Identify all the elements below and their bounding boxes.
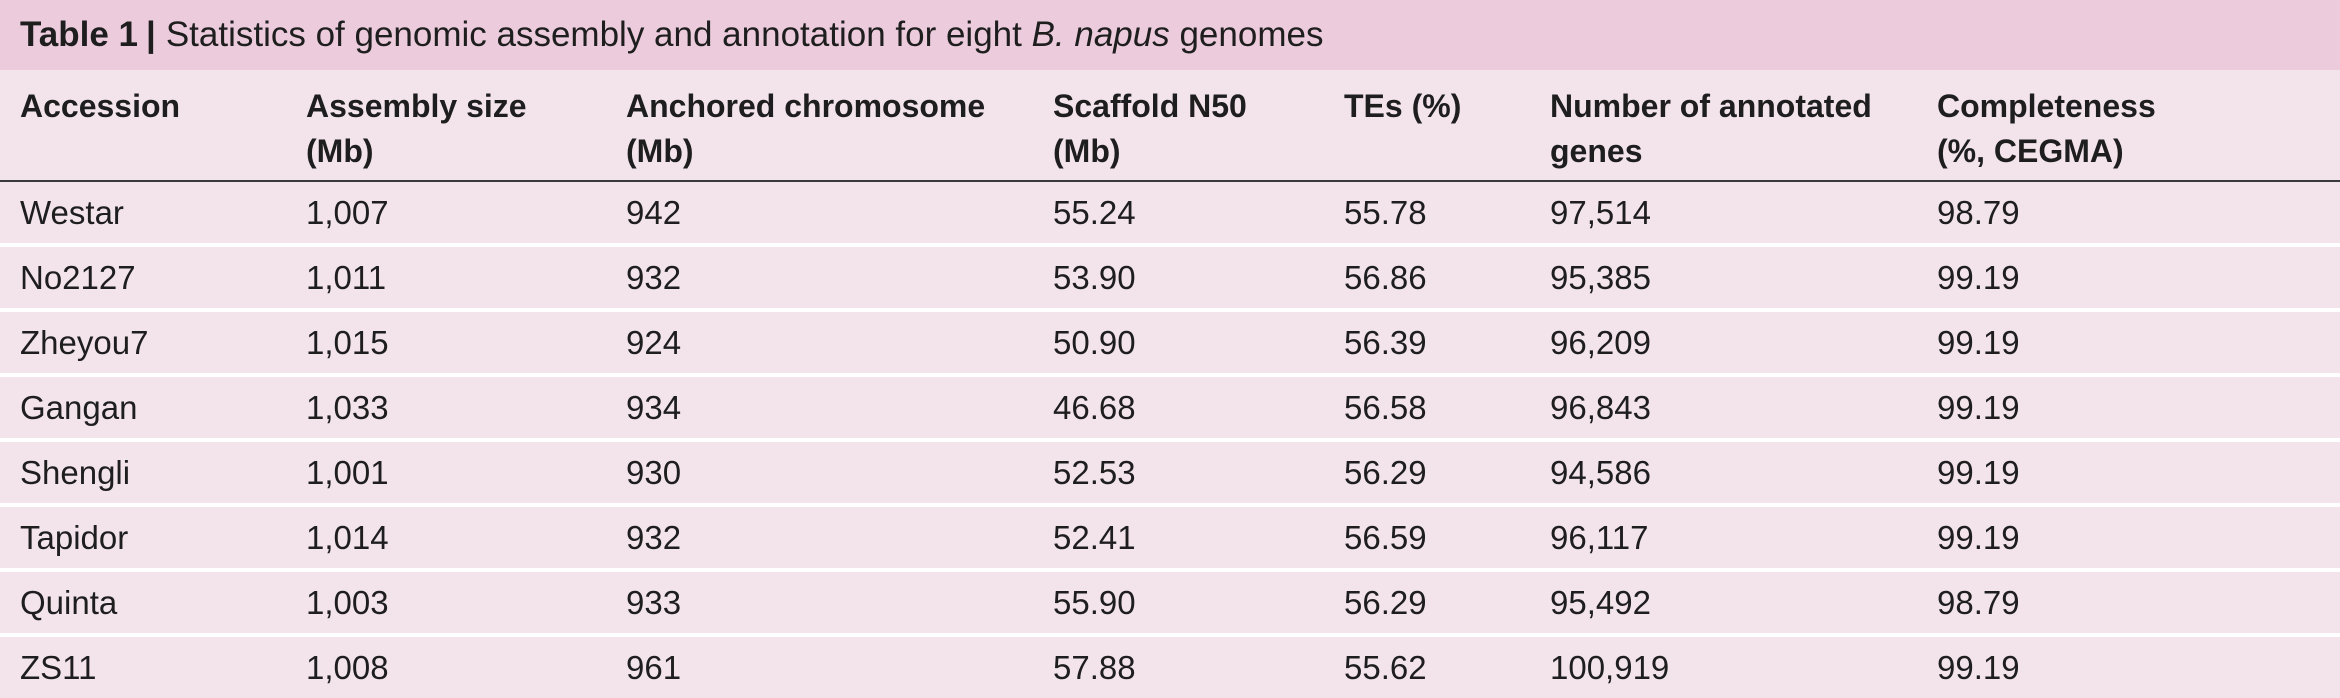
header-line: Assembly size (306, 88, 527, 124)
cell-annotated-genes: 100,919 (1550, 649, 1670, 686)
cell-accession: No2127 (20, 259, 136, 296)
cell-scaffold-n50: 53.90 (1053, 259, 1136, 296)
header-line: (%, CEGMA) (1937, 133, 2124, 169)
cell-completeness: 99.19 (1937, 324, 2020, 361)
cell-tes: 55.62 (1344, 649, 1427, 686)
header-line: (Mb) (626, 133, 694, 169)
cell-annotated-genes: 95,385 (1550, 259, 1651, 296)
caption-species: B. napus (1031, 15, 1170, 54)
cell-scaffold-n50: 52.53 (1053, 454, 1136, 491)
row-separator (0, 503, 2340, 507)
cell-accession: Tapidor (20, 519, 129, 556)
row-separator (0, 568, 2340, 572)
header-line: Anchored chromosome (626, 88, 986, 124)
cell-scaffold-n50: 55.24 (1053, 194, 1136, 231)
row-separator (0, 243, 2340, 247)
cell-annotated-genes: 96,843 (1550, 389, 1651, 426)
cell-tes: 56.58 (1344, 389, 1427, 426)
cell-tes: 56.29 (1344, 454, 1427, 491)
statistics-table: Accession Assembly size (Mb) Anchored ch… (0, 70, 2340, 686)
cell-completeness: 99.19 (1937, 454, 2020, 491)
cell-completeness: 98.79 (1937, 194, 2020, 231)
cell-accession: ZS11 (20, 649, 97, 686)
cell-assembly-size: 1,003 (306, 584, 389, 621)
cell-annotated-genes: 96,117 (1550, 519, 1649, 556)
header-line: (Mb) (306, 133, 374, 169)
cell-anchored-chromosome: 932 (626, 259, 682, 296)
cell-annotated-genes: 97,514 (1550, 194, 1651, 231)
cell-tes: 56.39 (1344, 324, 1427, 361)
header-annotated-genes: Number of annotated genes (1550, 84, 1872, 174)
cell-annotated-genes: 95,492 (1550, 584, 1651, 621)
table-row: Gangan 1,033 934 46.68 56.58 96,843 99.1… (0, 377, 2340, 438)
header-scaffold-n50: Scaffold N50 (Mb) (1053, 84, 1247, 174)
cell-annotated-genes: 96,209 (1550, 324, 1651, 361)
table-row: No2127 1,011 932 53.90 56.86 95,385 99.1… (0, 247, 2340, 308)
cell-assembly-size: 1,014 (306, 519, 389, 556)
cell-tes: 56.59 (1344, 519, 1427, 556)
cell-completeness: 99.19 (1937, 649, 2020, 686)
cell-accession: Shengli (20, 454, 131, 491)
cell-assembly-size: 1,033 (306, 389, 389, 426)
table-row: Zheyou7 1,015 924 50.90 56.39 96,209 99.… (0, 312, 2340, 373)
table-header-row: Accession Assembly size (Mb) Anchored ch… (0, 70, 2340, 182)
cell-accession: Gangan (20, 389, 138, 426)
cell-assembly-size: 1,007 (306, 194, 389, 231)
cell-anchored-chromosome: 934 (626, 389, 682, 426)
table-row: Tapidor 1,014 932 52.41 56.59 96,117 99.… (0, 507, 2340, 568)
table-row: Shengli 1,001 930 52.53 56.29 94,586 99.… (0, 442, 2340, 503)
cell-accession: Zheyou7 (20, 324, 149, 361)
cell-anchored-chromosome: 933 (626, 584, 682, 621)
table-row: ZS11 1,008 961 57.88 55.62 100,919 99.19 (0, 637, 2340, 698)
row-separator (0, 308, 2340, 312)
cell-scaffold-n50: 46.68 (1053, 389, 1136, 426)
cell-assembly-size: 1,011 (306, 259, 387, 296)
row-separator (0, 373, 2340, 377)
header-line: Completeness (1937, 88, 2156, 124)
cell-tes: 56.86 (1344, 259, 1427, 296)
caption-text-after: genomes (1179, 15, 1324, 54)
cell-accession: Quinta (20, 584, 118, 621)
table-caption: Table 1 | Statistics of genomic assembly… (0, 0, 2340, 70)
cell-accession: Westar (20, 194, 124, 231)
cell-scaffold-n50: 52.41 (1053, 519, 1136, 556)
cell-tes: 56.29 (1344, 584, 1427, 621)
row-separator (0, 438, 2340, 442)
cell-anchored-chromosome: 930 (626, 454, 682, 491)
cell-anchored-chromosome: 942 (626, 194, 682, 231)
caption-text-before: Statistics of genomic assembly and annot… (165, 15, 1022, 54)
table-row: Westar 1,007 942 55.24 55.78 97,514 98.7… (0, 182, 2340, 243)
header-accession: Accession (20, 84, 180, 129)
header-line: (Mb) (1053, 133, 1121, 169)
caption-separator: | (146, 15, 156, 54)
cell-completeness: 99.19 (1937, 389, 2020, 426)
cell-scaffold-n50: 50.90 (1053, 324, 1136, 361)
cell-assembly-size: 1,008 (306, 649, 389, 686)
cell-anchored-chromosome: 961 (626, 649, 682, 686)
header-line: genes (1550, 133, 1643, 169)
cell-anchored-chromosome: 932 (626, 519, 682, 556)
header-line: Accession (20, 88, 181, 124)
cell-completeness: 98.79 (1937, 584, 2020, 621)
cell-annotated-genes: 94,586 (1550, 454, 1651, 491)
cell-completeness: 99.19 (1937, 259, 2020, 296)
header-anchored-chromosome: Anchored chromosome (Mb) (626, 84, 985, 174)
header-line: Scaffold N50 (1053, 88, 1247, 124)
cell-anchored-chromosome: 924 (626, 324, 682, 361)
table-row: Quinta 1,003 933 55.90 56.29 95,492 98.7… (0, 572, 2340, 633)
header-completeness: Completeness (%, CEGMA) (1937, 84, 2156, 174)
cell-completeness: 99.19 (1937, 519, 2020, 556)
header-assembly-size: Assembly size (Mb) (306, 84, 527, 174)
header-tes: TEs (%) (1344, 84, 1461, 129)
cell-assembly-size: 1,001 (306, 454, 389, 491)
cell-assembly-size: 1,015 (306, 324, 389, 361)
cell-scaffold-n50: 55.90 (1053, 584, 1136, 621)
header-line: TEs (%) (1344, 88, 1462, 124)
caption-label: Table 1 (20, 15, 139, 54)
cell-tes: 55.78 (1344, 194, 1427, 231)
row-separator (0, 633, 2340, 637)
cell-scaffold-n50: 57.88 (1053, 649, 1136, 686)
header-line: Number of annotated (1550, 88, 1872, 124)
